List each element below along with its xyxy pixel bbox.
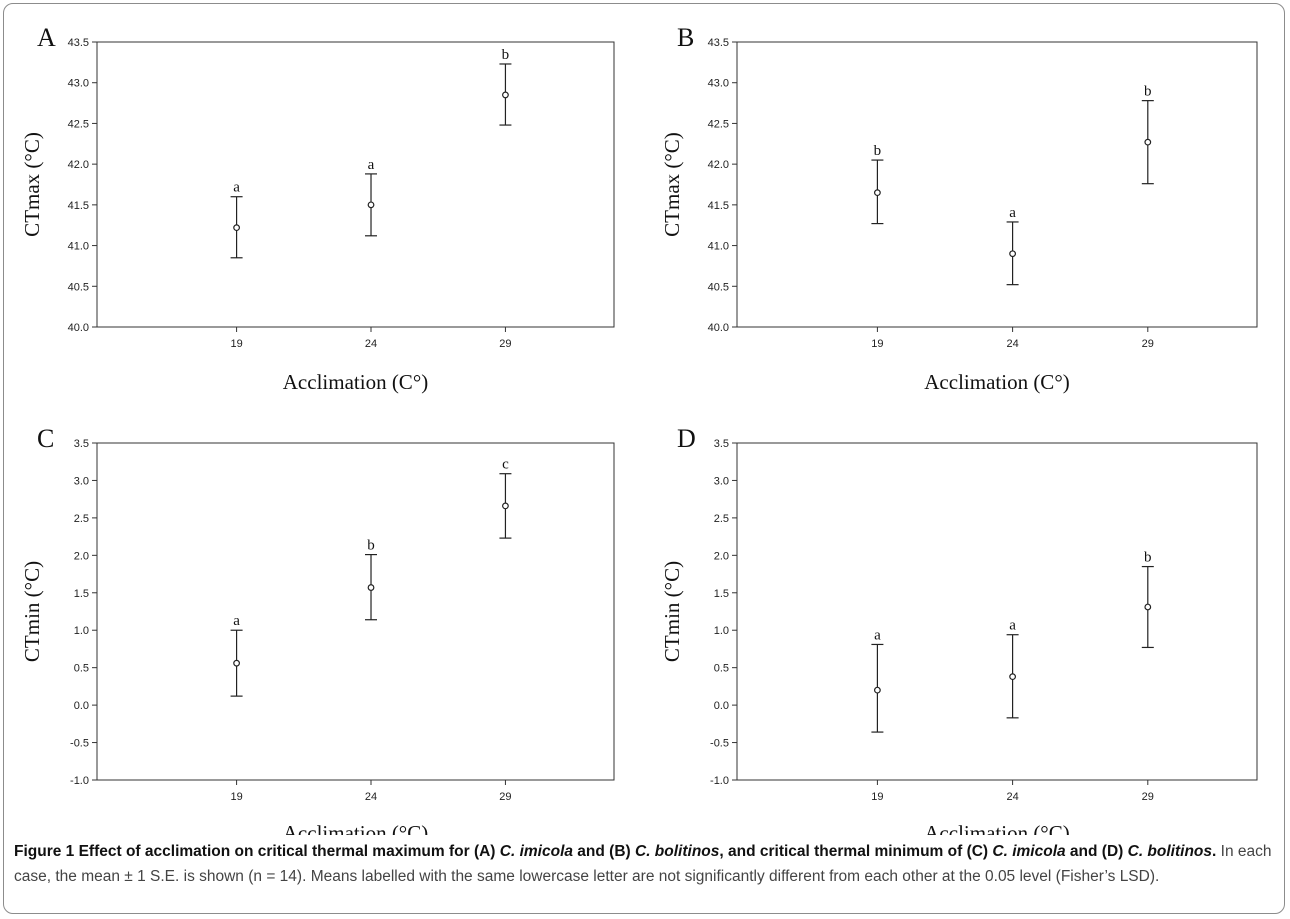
y-tick-label: -1.0 xyxy=(70,775,89,787)
significance-letter: c xyxy=(502,457,509,473)
y-tick-label: 42.0 xyxy=(708,159,729,171)
x-tick-label: 24 xyxy=(365,338,377,350)
chart-panel-b: B 40.0 40.5 41.0 41.5 42.0 42.5 43.0 43.5 19 24 29 A… xyxy=(660,23,1258,394)
y-axis-label: CTmax (°C) xyxy=(20,132,44,237)
panel-label: D xyxy=(677,424,696,453)
mean-point xyxy=(233,224,240,232)
chart-panel-a: A 40.0 40.5 41.0 41.5 42.0 42.5 43.0 43.5 19 24 29 A… xyxy=(20,23,615,394)
significance-letter: a xyxy=(368,157,375,173)
y-tick-label: 0.0 xyxy=(714,700,729,712)
y-axis-label: CTmin (°C) xyxy=(20,561,44,662)
caption-body: In each case, the mean ± 1 S.E. is shown… xyxy=(14,843,1272,885)
significance-letter: a xyxy=(874,627,881,643)
plot-area xyxy=(736,41,1258,328)
x-tick-label: 29 xyxy=(499,338,511,350)
y-tick-label: 3.5 xyxy=(714,438,729,450)
y-tick-label: 1.5 xyxy=(74,588,89,600)
y-tick-label: 41.5 xyxy=(68,200,89,212)
x-tick-label: 19 xyxy=(230,791,242,803)
mean-point xyxy=(1009,673,1016,681)
mean-point xyxy=(874,686,881,694)
mean-point xyxy=(874,189,881,197)
y-tick-label: 41.0 xyxy=(708,241,729,253)
y-tick-label: 41.5 xyxy=(708,200,729,212)
y-tick-label: 2.5 xyxy=(714,513,729,525)
y-tick-label: -0.5 xyxy=(70,738,89,750)
mean-point xyxy=(233,659,240,667)
y-tick-label: 40.5 xyxy=(708,281,729,293)
significance-letter: b xyxy=(874,143,882,159)
y-tick-label: 42.5 xyxy=(68,118,89,130)
y-tick-label: 43.5 xyxy=(708,37,729,49)
y-tick-label: 1.0 xyxy=(74,625,89,637)
x-axis-label: Acclimation (C°) xyxy=(283,370,428,394)
x-tick-label: 19 xyxy=(871,338,883,350)
significance-letter: b xyxy=(1144,550,1152,566)
panel-label: B xyxy=(677,23,694,52)
x-axis-label: Acclimation (°C) xyxy=(924,821,1069,835)
mean-point xyxy=(1144,138,1152,146)
chart-panel-c: C -1.0 -0.5 0.0 0.5 1.0 1.5 2.0 2.5 3.0 3.5 19 24 29 A… xyxy=(20,424,615,835)
panel-label: C xyxy=(37,424,54,453)
chart-panel-d: D -1.0 -0.5 0.0 0.5 1.0 1.5 2.0 2.5 3.0 3.5 19 24 29 A… xyxy=(660,424,1258,835)
y-tick-label: -0.5 xyxy=(710,738,729,750)
x-tick-label: 24 xyxy=(365,791,377,803)
y-tick-label: 3.5 xyxy=(74,438,89,450)
y-tick-label: 2.0 xyxy=(74,550,89,562)
y-tick-label: 40.0 xyxy=(68,322,89,334)
mean-point xyxy=(1144,603,1152,611)
significance-letter: a xyxy=(233,613,240,629)
y-tick-label: 40.5 xyxy=(68,281,89,293)
plot-area xyxy=(96,41,615,328)
figure-frame xyxy=(3,3,1285,914)
x-tick-label: 19 xyxy=(230,338,242,350)
x-axis-label: Acclimation (C°) xyxy=(924,370,1069,394)
y-tick-label: 2.5 xyxy=(74,513,89,525)
figure-panels: A 40.0 40.5 41.0 41.5 42.0 42.5 43.0 43.5 19 24 29 A… xyxy=(20,23,1258,835)
mean-point xyxy=(502,91,509,99)
x-tick-label: 29 xyxy=(499,791,511,803)
y-tick-label: 43.5 xyxy=(68,37,89,49)
y-tick-label: 3.0 xyxy=(714,475,729,487)
x-tick-label: 29 xyxy=(1142,791,1154,803)
caption-title: Figure 1 Effect of acclimation on critic… xyxy=(14,843,1217,860)
mean-point xyxy=(1009,250,1016,258)
panel-label: A xyxy=(37,23,56,52)
significance-letter: a xyxy=(1009,205,1016,221)
y-tick-label: 43.0 xyxy=(708,78,729,90)
y-tick-label: 0.5 xyxy=(714,663,729,675)
x-tick-label: 29 xyxy=(1142,338,1154,350)
y-tick-label: 43.0 xyxy=(68,78,89,90)
x-axis-label: Acclimation (°C) xyxy=(283,821,428,835)
plot-area xyxy=(96,442,615,781)
y-tick-label: 0.5 xyxy=(74,663,89,675)
significance-letter: a xyxy=(233,180,240,196)
x-tick-label: 24 xyxy=(1006,791,1018,803)
significance-letter: b xyxy=(502,47,510,63)
mean-point xyxy=(367,201,375,209)
significance-letter: b xyxy=(367,538,375,554)
y-tick-label: -1.0 xyxy=(710,775,729,787)
y-tick-label: 1.5 xyxy=(714,588,729,600)
mean-point xyxy=(502,502,509,510)
x-tick-label: 24 xyxy=(1006,338,1018,350)
significance-letter: b xyxy=(1144,84,1152,100)
x-tick-label: 19 xyxy=(871,791,883,803)
y-tick-label: 3.0 xyxy=(74,475,89,487)
significance-letter: a xyxy=(1009,618,1016,634)
plot-area xyxy=(736,442,1258,781)
y-tick-label: 42.5 xyxy=(708,118,729,130)
y-tick-label: 2.0 xyxy=(714,550,729,562)
y-axis-label: CTmax (°C) xyxy=(660,132,684,237)
mean-point xyxy=(367,584,375,591)
y-tick-label: 1.0 xyxy=(714,625,729,637)
y-tick-label: 0.0 xyxy=(74,700,89,712)
y-tick-label: 40.0 xyxy=(708,322,729,334)
y-tick-label: 41.0 xyxy=(68,241,89,253)
y-axis-label: CTmin (°C) xyxy=(660,561,684,662)
y-tick-label: 42.0 xyxy=(68,159,89,171)
figure-caption: Figure 1 Effect of acclimation on critic… xyxy=(14,839,1280,889)
